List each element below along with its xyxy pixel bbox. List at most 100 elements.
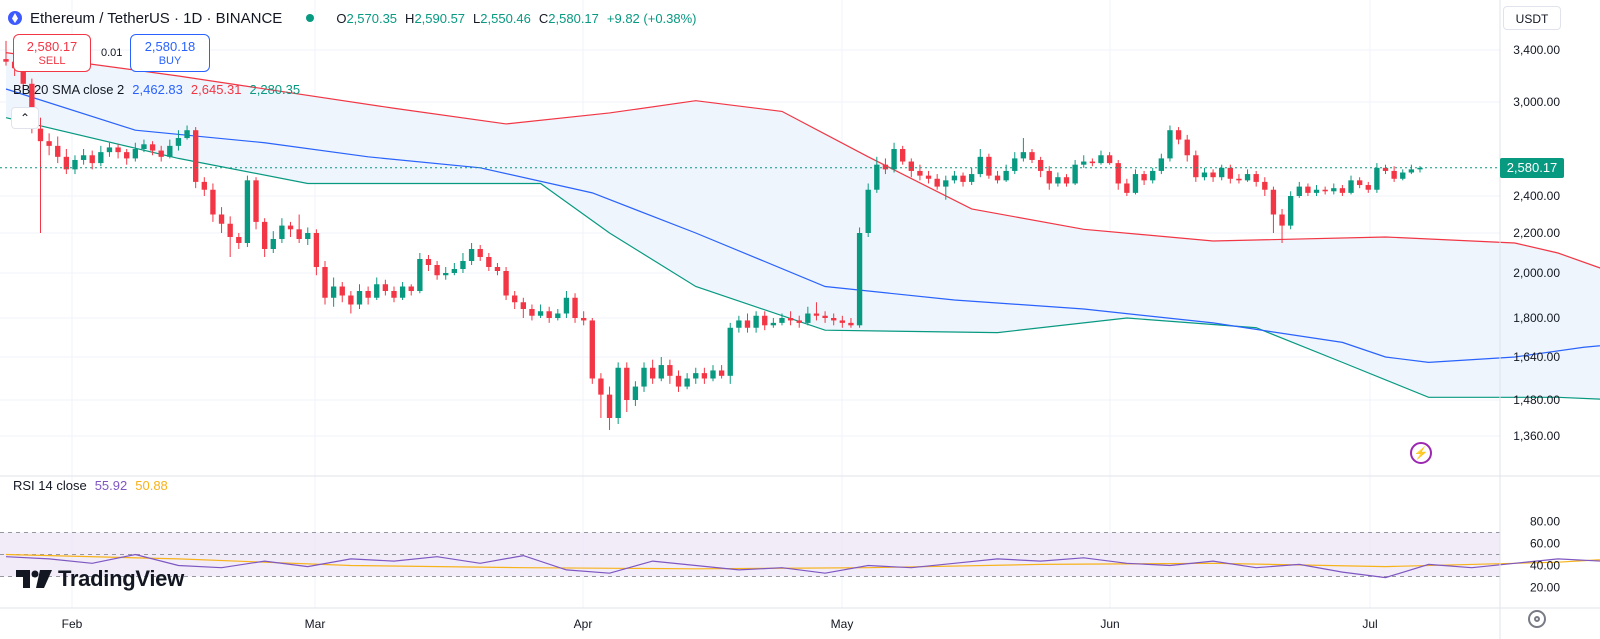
candle-body	[503, 271, 509, 296]
candle-body	[1063, 177, 1070, 184]
candle-body	[977, 156, 983, 175]
candle-body	[693, 373, 699, 379]
candle-body	[658, 365, 664, 379]
candle-body	[175, 138, 182, 146]
candle-body	[1150, 170, 1156, 181]
candle	[158, 145, 164, 162]
rsi-tick-label: 40.00	[1530, 559, 1560, 573]
candle-body	[253, 180, 259, 222]
symbol-title[interactable]: Ethereum / TetherUS · 1D · BINANCE	[30, 9, 283, 27]
candle-body	[891, 149, 897, 170]
price-tick-label: 1,800.00	[1513, 311, 1560, 325]
price-tick-label: 2,200.00	[1513, 226, 1560, 240]
candle-body	[374, 284, 380, 298]
candle-body	[598, 378, 604, 395]
candle	[1063, 174, 1070, 187]
candle	[356, 284, 363, 309]
candle-body	[80, 155, 87, 160]
low-value: 2,550.46	[480, 10, 531, 26]
candle-body	[29, 83, 35, 129]
candle-body	[408, 286, 414, 291]
candle	[580, 311, 587, 326]
tradingview-logo[interactable]: TradingView	[16, 566, 184, 592]
candle-body	[1227, 167, 1233, 179]
candle-body	[1313, 189, 1320, 193]
candle	[305, 227, 311, 245]
candle-body	[1417, 167, 1423, 170]
candle-body	[943, 180, 949, 187]
candle-body	[1374, 167, 1380, 190]
candle-body	[1175, 130, 1182, 140]
bb-upper-line	[5, 52, 1600, 269]
candle-body	[193, 130, 199, 182]
candle	[141, 139, 147, 153]
candle-body	[1037, 159, 1044, 171]
currency-button[interactable]: USDT	[1503, 6, 1561, 30]
candle-body	[1201, 172, 1208, 178]
candle	[417, 253, 423, 294]
market-status-dot[interactable]	[306, 14, 315, 22]
candle-body	[1356, 180, 1363, 186]
candle	[503, 267, 509, 300]
candle-body	[322, 267, 328, 298]
candle	[486, 253, 492, 271]
sell-button[interactable]: 2,580.17 SELL	[13, 34, 91, 72]
candle	[675, 370, 682, 392]
candle-body	[537, 311, 544, 316]
candle-body	[1262, 181, 1268, 190]
close-label: C	[538, 10, 549, 26]
gear-icon[interactable]	[1528, 610, 1546, 628]
candle-body	[649, 367, 656, 379]
candle-body	[1408, 169, 1415, 173]
candle	[1029, 149, 1035, 164]
candle	[63, 149, 70, 175]
candle-body	[356, 291, 363, 305]
buy-button[interactable]: 2,580.18 BUY	[130, 34, 210, 72]
candle-body	[1158, 158, 1165, 171]
candle	[831, 313, 837, 326]
candle	[98, 145, 104, 167]
price-axis[interactable]: 3,400.00 3,000.00 2,400.00 2,200.00 2,000.00…	[1513, 43, 1560, 595]
candle	[149, 141, 156, 156]
candle	[382, 279, 389, 296]
candle	[606, 386, 613, 430]
close-value: 2,580.17	[548, 10, 599, 26]
candle	[261, 218, 268, 257]
candle	[1348, 175, 1354, 195]
candle	[106, 142, 113, 157]
rsi-ma-line	[5, 553, 1600, 570]
candle	[744, 313, 751, 333]
bb-basis-line	[5, 88, 1600, 363]
candle	[1365, 181, 1371, 193]
candle-body	[391, 291, 397, 298]
candle	[805, 306, 811, 326]
candle	[218, 207, 225, 233]
candle-body	[563, 297, 570, 314]
lightning-icon[interactable]: ⚡	[1410, 442, 1432, 464]
candle-body	[1391, 170, 1397, 179]
sell-price: 2,580.17	[26, 39, 78, 54]
candle	[296, 214, 302, 243]
candle-body	[900, 149, 906, 162]
collapse-legend-button[interactable]: ⌃	[11, 107, 39, 129]
candle-body	[3, 59, 9, 62]
candle	[1253, 170, 1259, 187]
candle	[236, 233, 242, 249]
candle	[1296, 181, 1302, 198]
candle-body	[968, 174, 975, 182]
candle-body	[124, 152, 130, 159]
rsi-legend[interactable]: RSI 14 close 55.92 50.88	[13, 478, 168, 493]
candle-body	[589, 320, 595, 379]
candle-body	[986, 156, 992, 176]
candle	[1322, 186, 1328, 195]
bb-legend[interactable]: BB 20 SMA close 2 2,462.83 2,645.31 2,28…	[13, 82, 300, 97]
candle-body	[882, 164, 889, 170]
candle-body	[365, 291, 371, 298]
time-axis[interactable]: Feb Mar Apr May Jun Jul	[62, 617, 1378, 631]
candle-body	[641, 367, 647, 387]
candle	[1219, 164, 1225, 181]
candle-body	[270, 239, 276, 249]
rsi-tick-label: 80.00	[1530, 515, 1560, 529]
candle	[934, 174, 940, 190]
